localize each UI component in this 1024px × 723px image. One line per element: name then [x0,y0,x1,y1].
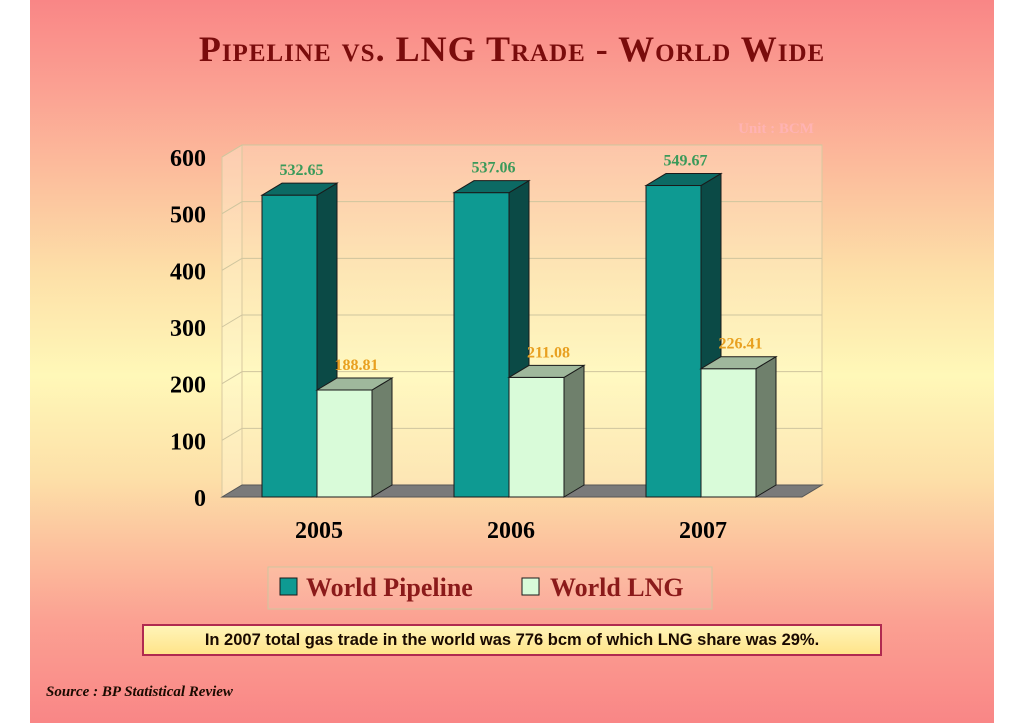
chart-gridlines [221,144,822,441]
bar-side [371,377,393,498]
unit-label: Unit : BCM [738,121,814,137]
y-tick-label: 600 [170,146,206,172]
data-labels: 532.65 188.81 537.06 211.08 549.67 226.41 [280,153,763,374]
bar-front [453,192,510,498]
gridline [221,427,822,441]
bar-top [644,173,723,187]
y-tick-label: 400 [170,259,206,285]
y-tick-label: 300 [170,316,206,342]
bar-front [645,185,702,498]
data-label: 532.65 [280,162,324,179]
bar-front [700,368,757,498]
bar-pipeline-2005 [260,182,339,498]
summary-note: In 2007 total gas trade in the world was… [142,624,882,656]
legend-swatch [279,577,298,596]
legend-label: World Pipeline [306,573,473,602]
x-tick-label: 2005 [295,518,343,544]
y-tick-label: 0 [194,486,206,512]
data-label: 226.41 [719,336,763,353]
data-label: 211.08 [527,344,570,361]
bar-side [563,364,585,498]
x-tick-label: 2006 [487,518,535,544]
data-label: 537.06 [472,160,516,177]
page-title: Pipeline vs. LNG Trade - World Wide [198,29,826,69]
gridline [221,144,822,158]
bar-top [260,182,339,196]
bar-lng-2007 [699,355,778,498]
gridline [221,257,822,271]
bar-top [699,356,778,370]
bar-front [261,194,318,498]
y-tick-label: 200 [170,373,206,399]
x-tick-label: 2007 [679,518,727,544]
chart-legend: World Pipeline World LNG [267,566,713,610]
bar-top [507,364,586,378]
data-label: 188.81 [335,357,379,374]
chart-bars [260,172,778,498]
bar-front [316,389,373,498]
legend-swatch [521,577,540,596]
gridline [221,201,822,215]
legend-box [267,566,713,610]
y-axis-ticks: 0 100 200 300 400 500 600 [170,146,206,512]
bar-lng-2006 [507,364,586,498]
legend-label: World LNG [550,573,684,602]
y-tick-label: 500 [170,203,206,229]
source-citation: Source : BP Statistical Review [46,684,233,700]
bar-lng-2005 [315,377,394,498]
bar-side [755,355,777,498]
bar-top [452,180,531,194]
gridline [221,314,822,328]
x-axis-ticks: 2005 2006 2007 [295,518,727,544]
bar-top [315,377,394,391]
data-label: 549.67 [664,153,708,170]
bar-front [508,376,565,498]
y-tick-label: 100 [170,429,206,455]
gridline [221,371,822,385]
